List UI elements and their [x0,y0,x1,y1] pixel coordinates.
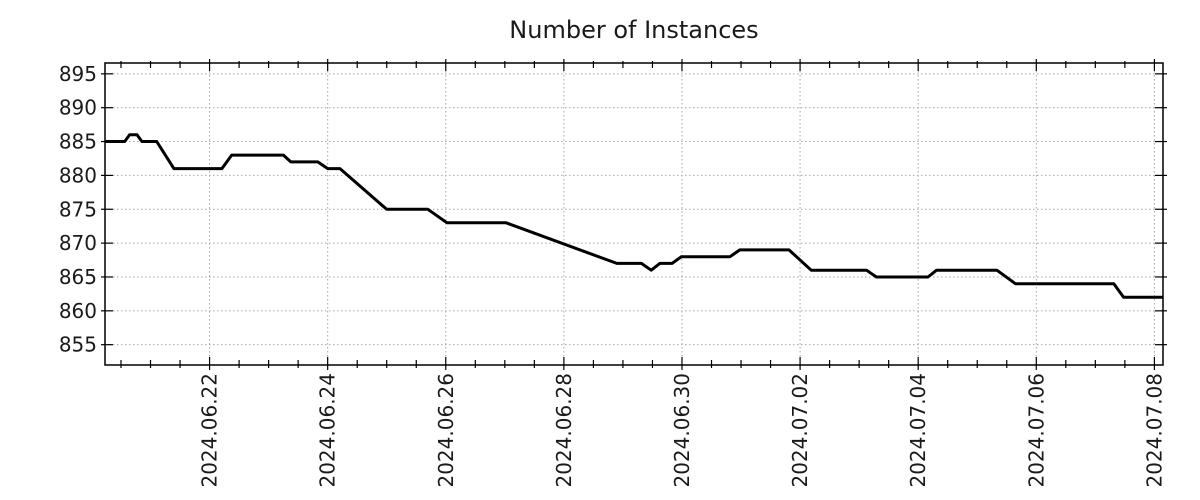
gridlines [105,63,1163,365]
plot-frame-and-ticks [101,59,1167,370]
y-tick-label: 885 [59,130,97,154]
x-tick-label: 2024.07.06 [1024,373,1048,488]
y-tick-label: 870 [59,231,97,255]
y-tick-label: 855 [59,333,97,357]
y-tick-label: 875 [59,197,97,221]
x-tick-label: 2024.06.22 [198,373,222,488]
y-tick-label: 895 [59,62,97,86]
y-tick-label: 890 [59,96,97,120]
x-tick-label: 2024.06.28 [552,373,576,488]
x-tick-label: 2024.06.26 [434,373,458,488]
y-tick-label: 880 [59,163,97,187]
x-tick-label: 2024.07.04 [906,373,930,488]
axis-labels: 855 860 865 870 875 880 885 890 895 2024.06.22 202… [59,62,1167,488]
x-tick-label: 2024.07.02 [788,373,812,488]
data-line-instances [105,133,1163,299]
x-tick-label: 2024.06.30 [670,373,694,488]
chart-title: Number of Instances [509,16,758,44]
data-series [105,133,1163,299]
y-tick-label: 860 [59,299,97,323]
x-tick-label: 2024.06.24 [316,373,340,488]
y-tick-label: 865 [59,265,97,289]
plot-frame [104,62,1164,366]
x-tick-label: 2024.07.08 [1142,373,1166,488]
